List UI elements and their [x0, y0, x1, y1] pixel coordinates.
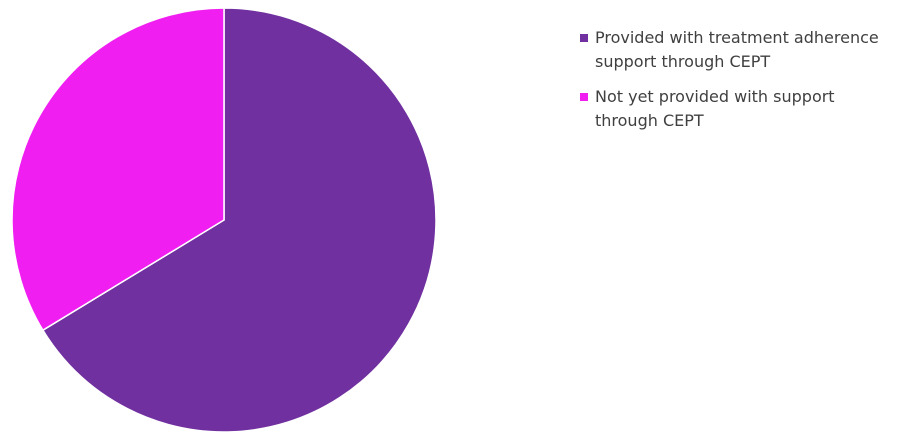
pie-slice-provided — [41, 7, 437, 433]
legend: Provided with treatment adherence suppor… — [580, 26, 898, 144]
legend-label-provided: Provided with treatment adherence suppor… — [595, 28, 879, 71]
pie-slice-not-yet-provided — [11, 7, 225, 332]
legend-swatch-provided — [580, 34, 588, 42]
legend-swatch-not-yet-provided — [580, 93, 588, 101]
legend-item-not-yet-provided: Not yet provided with support through CE… — [580, 85, 898, 133]
legend-item-provided: Provided with treatment adherence suppor… — [580, 26, 898, 74]
legend-label-not-yet-provided: Not yet provided with support through CE… — [595, 87, 835, 130]
